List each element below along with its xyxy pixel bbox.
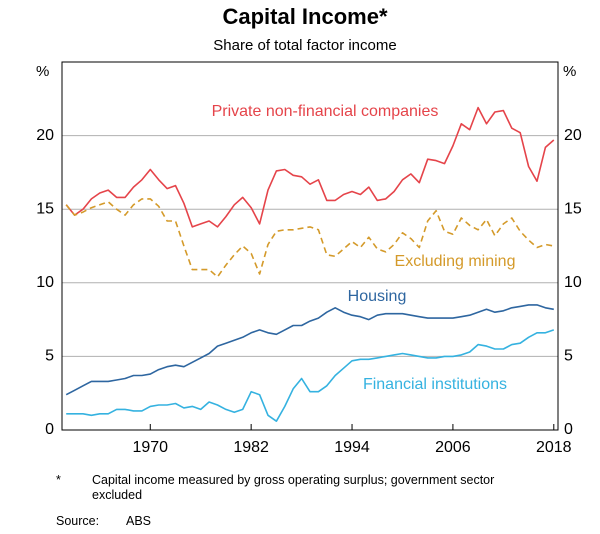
y2-tick-label: 20	[564, 127, 582, 144]
series-line	[65, 106, 555, 228]
x-tick-label: 1970	[132, 439, 168, 456]
chart-subtitle: Share of total factor income	[213, 37, 396, 54]
y-tick-label: 10	[36, 274, 54, 291]
series-label: Financial institutions	[363, 376, 507, 393]
y2-tick-label: 0	[564, 421, 573, 438]
series-line	[66, 329, 555, 422]
series-line	[65, 198, 554, 278]
y2-tick-label: 5	[564, 348, 573, 365]
x-tick-label: 2006	[435, 439, 471, 456]
y-tick-label: 20	[36, 127, 54, 144]
series-label: Excluding mining	[395, 253, 516, 270]
series-label: Housing	[348, 288, 407, 305]
y-axis-label: %	[36, 63, 49, 80]
y2-tick-label: 15	[564, 200, 582, 217]
y-tick-label: 0	[45, 421, 54, 438]
x-tick-label: 2018	[536, 439, 572, 456]
chart: Capital Income* Share of total factor in…	[36, 4, 582, 456]
series-line	[65, 304, 554, 396]
y-tick-label: 15	[36, 200, 54, 217]
footnote-marker: *	[56, 473, 61, 487]
source-label: Source:	[56, 514, 100, 528]
y2-axis-label: %	[563, 63, 576, 80]
y2-tick-label: 10	[564, 274, 582, 291]
chart-title: Capital Income*	[222, 4, 387, 29]
y-tick-label: 5	[45, 348, 54, 365]
source-text: ABS	[126, 514, 152, 528]
series-label: Private non-financial companies	[212, 103, 439, 120]
x-tick-label: 1982	[233, 439, 269, 456]
footnote-text: Capital income measured by gross operati…	[92, 473, 495, 502]
plot-frame	[61, 61, 559, 431]
x-tick-label: 1994	[334, 439, 370, 456]
